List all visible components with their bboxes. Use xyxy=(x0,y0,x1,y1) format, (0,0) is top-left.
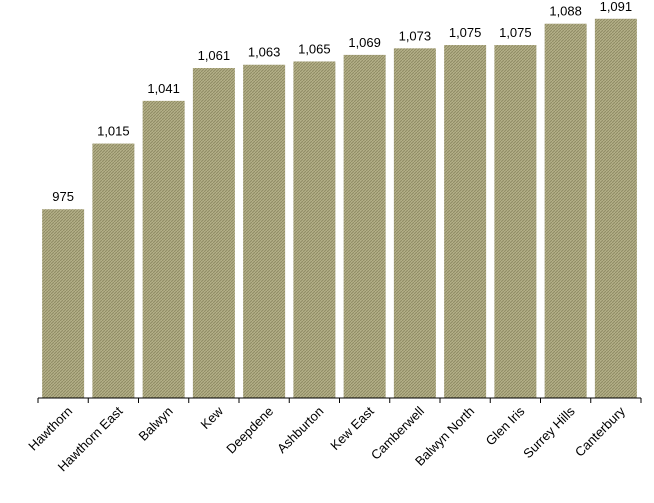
bar-hawthorn-east xyxy=(92,143,135,398)
data-label-balwyn: 1,041 xyxy=(147,81,180,96)
x-ticks-layer xyxy=(37,398,642,403)
data-labels-layer: 975 1,015 1,041 1,061 1,063 1,065 1,069 1,073 1,… xyxy=(52,0,632,204)
tick-label-ashburton: Ashburton xyxy=(274,404,327,457)
bar-deepdene xyxy=(243,64,286,399)
data-label-surrey-hills: 1,088 xyxy=(549,4,582,19)
tick-label-balwyn: Balwyn xyxy=(136,404,176,444)
bar-hawthorn xyxy=(42,209,85,398)
bar-glen-iris xyxy=(494,45,537,398)
data-label-glen-iris: 1,075 xyxy=(499,25,532,40)
data-label-kew-east: 1,069 xyxy=(348,35,381,50)
tick-label-deepdene: Deepdene xyxy=(223,404,276,457)
data-label-kew: 1,061 xyxy=(198,48,231,63)
bar-balwyn xyxy=(142,100,185,399)
bar-balwyn-north xyxy=(444,45,487,398)
bar-ashburton xyxy=(293,61,336,399)
bar-kew xyxy=(192,68,235,399)
bars-layer xyxy=(42,18,637,399)
data-label-ashburton: 1,065 xyxy=(298,41,331,56)
tick-label-glen-iris: Glen Iris xyxy=(483,403,528,448)
bar-canterbury xyxy=(594,18,637,399)
data-label-hawthorn: 975 xyxy=(52,189,74,204)
data-label-canterbury: 1,091 xyxy=(600,0,633,14)
tick-label-surrey-hills: Surrey Hills xyxy=(520,403,578,461)
tick-label-kew-east: Kew East xyxy=(327,403,377,453)
data-label-camberwell: 1,073 xyxy=(399,28,432,43)
data-label-balwyn-north: 1,075 xyxy=(449,25,482,40)
tick-label-kew: Kew xyxy=(198,403,227,432)
tick-label-hawthorn: Hawthorn xyxy=(25,404,75,454)
data-label-deepdene: 1,063 xyxy=(248,45,281,60)
bar-kew-east xyxy=(343,54,386,398)
tick-label-canterbury: Canterbury xyxy=(572,403,628,459)
data-label-hawthorn-east: 1,015 xyxy=(97,124,130,139)
bar-surrey-hills xyxy=(544,23,587,398)
bar-camberwell xyxy=(393,48,436,398)
